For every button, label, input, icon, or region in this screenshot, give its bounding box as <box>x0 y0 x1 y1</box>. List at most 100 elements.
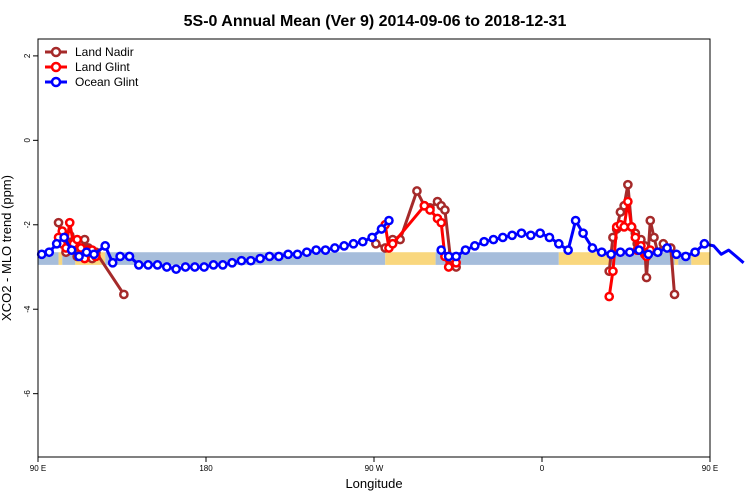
data-point-land-glint <box>623 196 633 207</box>
data-point-ocean-glint <box>634 245 644 255</box>
data-point-ocean-glint <box>357 236 368 247</box>
data-point-ocean-glint <box>133 260 144 270</box>
data-point-ocean-glint <box>81 247 92 258</box>
x-tick-label: 180 <box>199 464 213 473</box>
x-tick-label: 90 E <box>702 464 718 473</box>
data-point-ocean-glint <box>217 260 228 270</box>
data-point-ocean-glint <box>570 215 581 226</box>
data-point-ocean-glint <box>51 238 62 249</box>
data-point-ocean-glint <box>152 260 163 270</box>
data-point-ocean-glint <box>236 255 247 266</box>
data-point-land-glint <box>630 232 641 243</box>
data-point-ocean-glint <box>469 241 480 251</box>
data-point-land-nadir <box>79 234 90 245</box>
data-point-ocean-glint <box>587 243 598 253</box>
data-point-land-glint <box>72 234 83 245</box>
data-point-land-glint <box>619 222 629 232</box>
data-point-ocean-glint <box>544 232 555 243</box>
legend-label: Ocean Glint <box>75 75 139 89</box>
data-point-ocean-glint <box>36 249 47 260</box>
data-point-ocean-glint <box>497 232 508 243</box>
data-point-land-nadir <box>440 205 450 215</box>
data-point-ocean-glint <box>488 234 499 245</box>
y-tick-label: -4 <box>23 305 32 313</box>
data-point-ocean-glint <box>606 249 616 260</box>
data-point-ocean-glint <box>44 247 55 258</box>
data-point-ocean-glint <box>553 238 564 249</box>
x-axis: 90 E 180 90 W 0 90 E <box>30 457 718 473</box>
data-point-land-nadir <box>669 289 680 300</box>
data-point-ocean-glint <box>615 247 626 258</box>
data-point-ocean-glint <box>115 251 125 262</box>
data-point-ocean-glint <box>535 228 545 239</box>
series-line-land-glint <box>57 200 652 297</box>
data-point-ocean-glint <box>59 232 69 243</box>
series-layer <box>36 179 745 302</box>
band-segment-land <box>558 252 610 265</box>
data-point-ocean-glint <box>89 249 99 260</box>
data-point-ocean-glint <box>578 228 588 239</box>
data-point-land-nadir <box>119 289 129 300</box>
data-point-ocean-glint <box>301 247 312 258</box>
legend-item-ocean-glint: Ocean Glint <box>45 75 139 89</box>
data-point-land-nadir <box>649 232 659 243</box>
data-point-ocean-glint <box>283 249 293 260</box>
y-axis-label: XCO2 - MLO trend (ppm) <box>0 175 14 321</box>
data-point-ocean-glint <box>652 247 663 258</box>
data-point-land-glint <box>436 217 447 228</box>
data-point-ocean-glint <box>227 257 237 268</box>
data-point-ocean-glint <box>161 262 172 272</box>
data-point-ocean-glint <box>255 253 265 264</box>
data-point-ocean-glint <box>100 241 111 251</box>
data-point-ocean-glint <box>311 245 321 255</box>
data-point-ocean-glint <box>180 262 191 272</box>
data-point-ocean-glint <box>66 245 77 255</box>
x-axis-label: Longitude <box>345 476 402 491</box>
data-point-ocean-glint <box>348 238 359 249</box>
data-point-ocean-glint <box>596 247 607 258</box>
data-point-land-glint <box>387 238 398 249</box>
data-point-ocean-glint <box>451 251 461 262</box>
data-point-ocean-glint <box>643 249 654 260</box>
data-point-ocean-glint <box>671 249 682 260</box>
data-point-ocean-glint <box>107 257 118 268</box>
data-point-ocean-glint <box>563 245 573 255</box>
band-segment-land <box>385 252 436 265</box>
data-point-ocean-glint <box>245 255 256 266</box>
data-point-ocean-glint <box>460 245 471 255</box>
legend-marker <box>50 61 62 73</box>
legend-label: Land Glint <box>75 60 130 74</box>
data-point-ocean-glint <box>339 241 349 251</box>
data-point-land-nadir <box>53 217 64 228</box>
y-tick-label: 0 <box>23 138 32 143</box>
y-axis: 2 0 -2 -4 -6 <box>23 53 38 397</box>
data-point-land-glint <box>443 262 454 272</box>
data-point-ocean-glint <box>189 262 200 272</box>
y-tick-label: -2 <box>23 221 32 229</box>
y-tick-label: 2 <box>23 53 32 58</box>
band-segment-ocean <box>435 252 559 265</box>
data-point-ocean-glint <box>376 224 387 234</box>
data-point-ocean-glint <box>699 238 710 249</box>
chart-title: 5S-0 Annual Mean (Ver 9) 2014-09-06 to 2… <box>184 13 567 30</box>
data-point-ocean-glint <box>320 245 331 255</box>
legend-item-land-glint: Land Glint <box>45 60 130 74</box>
data-point-ocean-glint <box>479 236 489 247</box>
data-point-ocean-glint <box>208 260 219 270</box>
data-point-land-glint <box>608 266 618 277</box>
data-point-ocean-glint <box>273 251 284 262</box>
data-point-ocean-glint <box>516 228 527 239</box>
data-point-land-nadir <box>623 179 633 190</box>
data-point-ocean-glint <box>384 215 394 226</box>
legend-marker <box>50 76 62 88</box>
band-segment-land <box>58 252 63 265</box>
data-point-ocean-glint <box>443 251 454 262</box>
x-tick-label: 90 E <box>30 464 46 473</box>
x-tick-label: 0 <box>540 464 545 473</box>
data-point-ocean-glint <box>264 251 275 262</box>
data-point-ocean-glint <box>507 230 517 241</box>
data-point-ocean-glint <box>436 245 447 255</box>
data-point-ocean-glint <box>124 251 135 262</box>
